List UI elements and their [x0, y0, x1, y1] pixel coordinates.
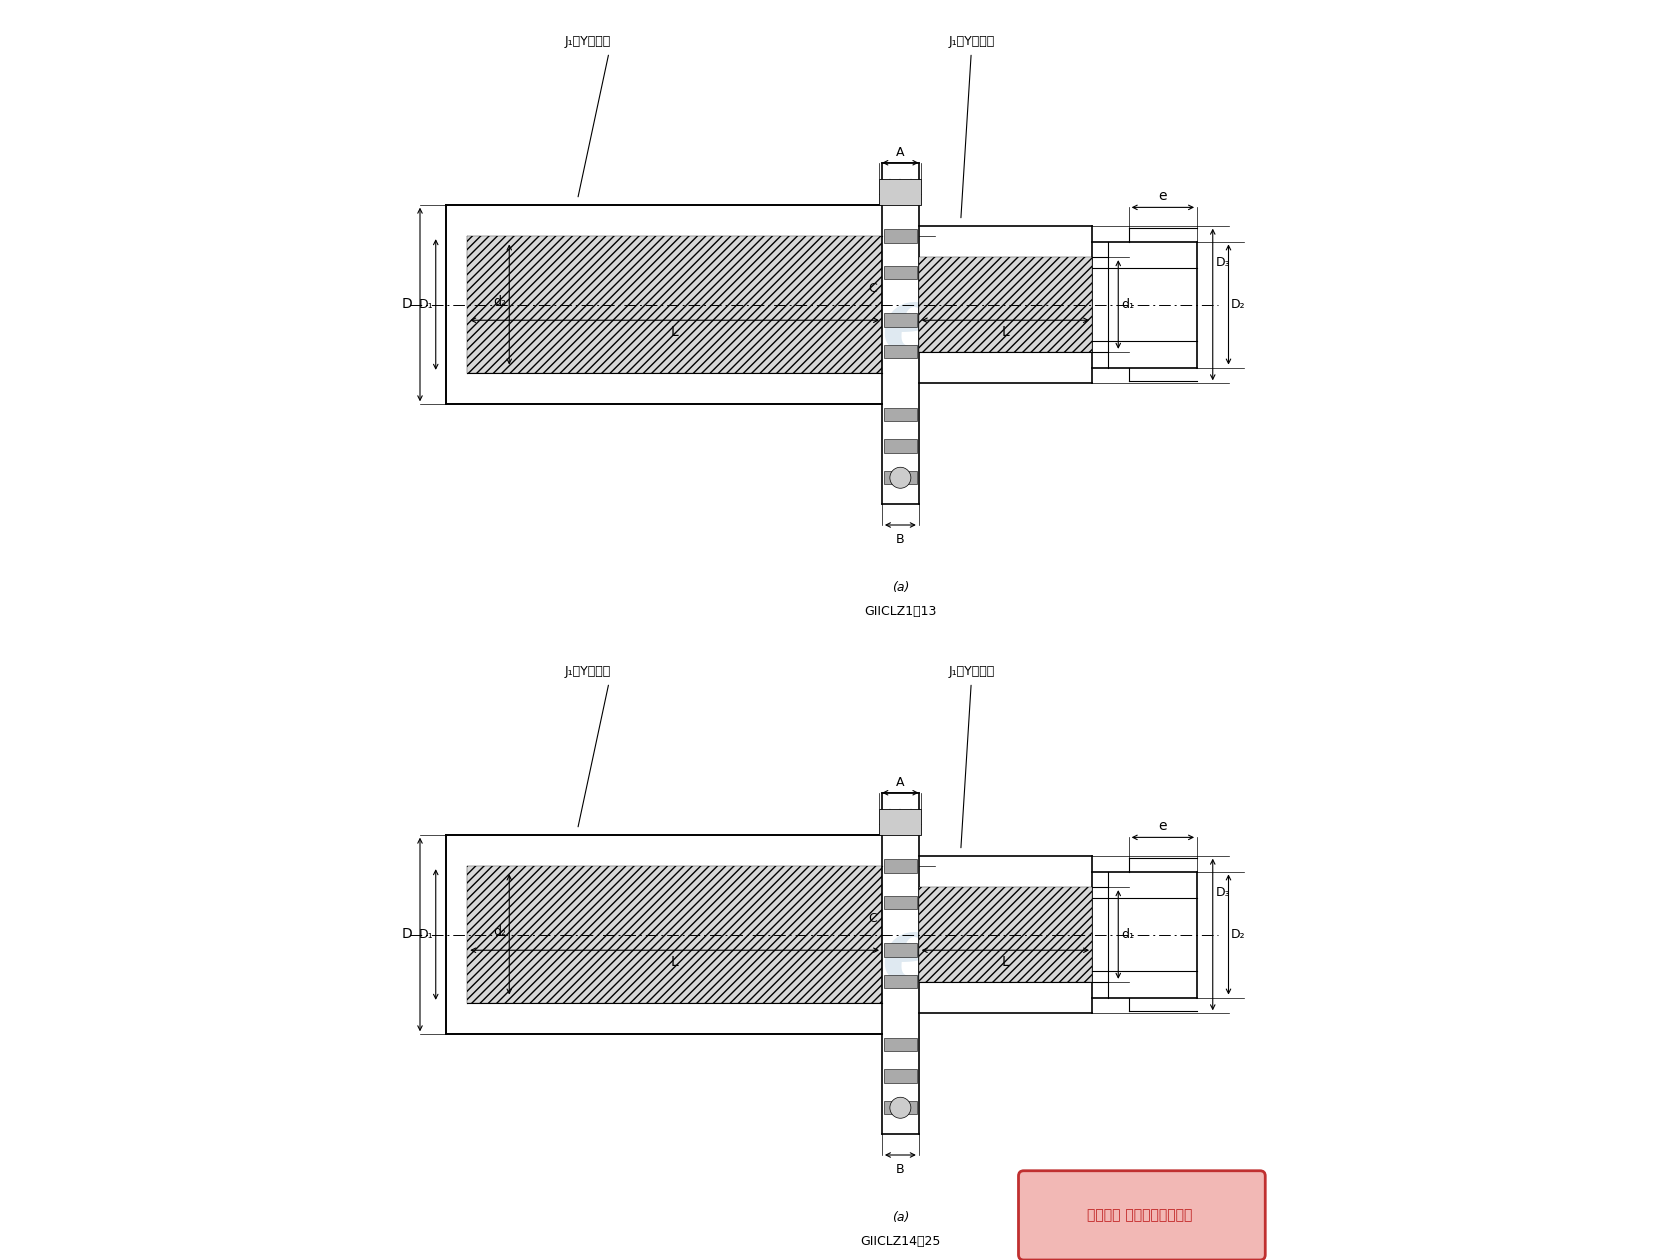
Circle shape	[890, 467, 911, 488]
Text: J₁、Y型轴孔: J₁、Y型轴孔	[948, 35, 995, 48]
Text: d₂: d₂	[494, 295, 507, 309]
Bar	[884, 440, 917, 452]
Text: Rokee: Rokee	[684, 282, 996, 369]
Text: D: D	[402, 927, 412, 941]
Bar	[884, 1070, 917, 1082]
Bar	[884, 229, 917, 242]
Polygon shape	[919, 887, 1092, 982]
Circle shape	[890, 1097, 911, 1119]
Text: L: L	[670, 325, 679, 339]
Text: D: D	[402, 297, 412, 311]
Text: 版权所有 侵权必被严厕追究: 版权所有 侵权必被严厕追究	[1087, 1208, 1191, 1222]
Bar	[879, 179, 921, 204]
Text: GIICLZ14～25: GIICLZ14～25	[860, 1235, 941, 1249]
Bar	[884, 896, 917, 910]
Text: J₁、Y型轴孔: J₁、Y型轴孔	[564, 665, 612, 678]
Bar	[884, 1038, 917, 1051]
Bar	[884, 1101, 917, 1114]
Bar	[879, 809, 921, 834]
Polygon shape	[467, 867, 882, 1003]
Text: J₁、Y型轴孔: J₁、Y型轴孔	[564, 35, 612, 48]
Bar	[884, 975, 917, 988]
Bar	[884, 408, 917, 421]
FancyBboxPatch shape	[1018, 1171, 1265, 1260]
Bar	[884, 859, 917, 872]
Text: A: A	[895, 146, 904, 159]
Text: d₁: d₁	[1121, 929, 1134, 941]
Text: D₁: D₁	[418, 929, 433, 941]
Text: C: C	[869, 282, 877, 295]
Text: L: L	[670, 955, 679, 969]
Bar	[884, 471, 917, 484]
Text: Rokee: Rokee	[684, 912, 996, 999]
Text: J₁、Y型轴孔: J₁、Y型轴孔	[948, 665, 995, 678]
Text: D₂: D₂	[1231, 299, 1247, 311]
Text: B: B	[895, 1163, 906, 1176]
Text: D₁: D₁	[418, 299, 433, 311]
Text: L: L	[1001, 955, 1010, 969]
Text: e: e	[1159, 189, 1168, 203]
Text: d₂: d₂	[494, 925, 507, 939]
Bar	[884, 345, 917, 358]
Text: e: e	[1159, 819, 1168, 833]
Text: GIICLZ1～13: GIICLZ1～13	[864, 605, 936, 619]
Text: D₃: D₃	[1215, 886, 1230, 898]
Bar	[884, 266, 917, 280]
Text: C: C	[869, 912, 877, 925]
Text: D₃: D₃	[1215, 256, 1230, 268]
Polygon shape	[467, 237, 882, 373]
Bar	[884, 944, 917, 956]
Bar	[884, 314, 917, 326]
Text: (a): (a)	[892, 582, 909, 595]
Text: L: L	[1001, 325, 1010, 339]
Text: (a): (a)	[892, 1212, 909, 1225]
Polygon shape	[919, 257, 1092, 352]
Text: D₂: D₂	[1231, 929, 1247, 941]
Text: B: B	[895, 533, 906, 546]
Text: A: A	[895, 776, 904, 789]
Text: d₁: d₁	[1121, 299, 1134, 311]
